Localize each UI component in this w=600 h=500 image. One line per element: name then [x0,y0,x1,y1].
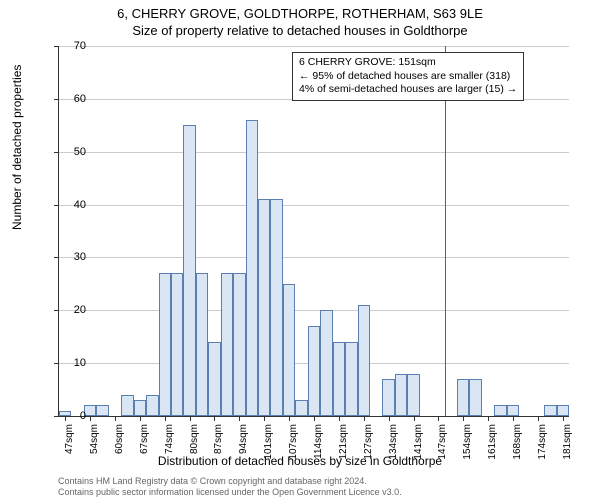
bar [544,405,556,416]
annotation-box: 6 CHERRY GROVE: 151sqm ← 95% of detached… [292,52,524,101]
bar [159,273,171,416]
x-tick-label: 154sqm [462,424,473,464]
x-tick-label: 101sqm [263,424,274,464]
grid-line [59,152,569,153]
x-tick-mark [115,416,116,421]
x-tick-label: 168sqm [512,424,523,464]
x-tick-label: 127sqm [363,424,374,464]
x-tick-label: 114sqm [313,424,324,464]
x-tick-mark [563,416,564,421]
bar [557,405,569,416]
y-tick-label: 50 [46,146,86,158]
bar [246,120,258,416]
bar [494,405,506,416]
bar [96,405,108,416]
chart-title-sub: Size of property relative to detached ho… [0,21,600,38]
x-tick-mark [314,416,315,421]
x-tick-label: 107sqm [288,424,299,464]
bar [283,284,295,416]
x-tick-label: 147sqm [437,424,448,464]
y-tick-label: 0 [46,410,86,422]
x-tick-mark [414,416,415,421]
x-tick-label: 121sqm [338,424,349,464]
x-tick-label: 74sqm [164,424,175,464]
bar [171,273,183,416]
footer-line2: Contains public sector information licen… [58,487,402,498]
y-tick-label: 40 [46,199,86,211]
annotation-line2: ← 95% of detached houses are smaller (31… [299,70,517,84]
x-tick-mark [289,416,290,421]
bar [146,395,158,416]
y-tick-label: 60 [46,93,86,105]
bar [358,305,370,416]
bar [469,379,481,416]
bar [457,379,469,416]
x-tick-label: 54sqm [89,424,100,464]
x-tick-label: 87sqm [213,424,224,464]
bar [270,199,282,416]
grid-line [59,205,569,206]
bar [295,400,307,416]
y-axis-label: Number of detached properties [10,65,24,230]
y-tick-label: 10 [46,357,86,369]
x-tick-mark [339,416,340,421]
y-tick-label: 30 [46,251,86,263]
x-tick-label: 181sqm [562,424,573,464]
bar [507,405,519,416]
x-tick-label: 141sqm [413,424,424,464]
y-tick-label: 20 [46,304,86,316]
bar [134,400,146,416]
x-tick-label: 80sqm [189,424,200,464]
plot-area [58,46,569,417]
bar [308,326,320,416]
bar [345,342,357,416]
x-tick-label: 67sqm [139,424,150,464]
x-tick-mark [239,416,240,421]
x-tick-mark [90,416,91,421]
x-tick-mark [264,416,265,421]
chart-title-main: 6, CHERRY GROVE, GOLDTHORPE, ROTHERHAM, … [0,0,600,21]
bar [258,199,270,416]
x-tick-label: 134sqm [388,424,399,464]
bar [382,379,394,416]
bar [407,374,419,416]
footer-line1: Contains HM Land Registry data © Crown c… [58,476,402,487]
grid-line [59,310,569,311]
x-tick-mark [538,416,539,421]
x-tick-label: 94sqm [238,424,249,464]
x-tick-mark [140,416,141,421]
x-tick-mark [513,416,514,421]
bar [333,342,345,416]
x-tick-mark [463,416,464,421]
grid-line [59,46,569,47]
x-tick-mark [165,416,166,421]
bar [395,374,407,416]
x-tick-mark [190,416,191,421]
x-tick-mark [364,416,365,421]
x-tick-mark [389,416,390,421]
bar [183,125,195,416]
x-tick-mark [488,416,489,421]
bar [233,273,245,416]
x-tick-label: 161sqm [487,424,498,464]
reference-line [445,46,447,416]
grid-line [59,257,569,258]
bar [221,273,233,416]
x-tick-mark [438,416,439,421]
y-tick-label: 70 [46,40,86,52]
annotation-line3: 4% of semi-detached houses are larger (1… [299,83,517,97]
bar [320,310,332,416]
x-tick-label: 47sqm [64,424,75,464]
x-tick-label: 174sqm [537,424,548,464]
bar [121,395,133,416]
chart-container: 6, CHERRY GROVE, GOLDTHORPE, ROTHERHAM, … [0,0,600,500]
x-tick-label: 60sqm [114,424,125,464]
x-tick-mark [214,416,215,421]
annotation-line1: 6 CHERRY GROVE: 151sqm [299,56,517,70]
footer-note: Contains HM Land Registry data © Crown c… [58,476,402,498]
bar [196,273,208,416]
bar [208,342,220,416]
